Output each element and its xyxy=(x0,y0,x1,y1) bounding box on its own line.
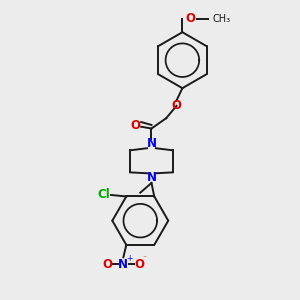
Text: O: O xyxy=(134,257,145,271)
Text: ⁻: ⁻ xyxy=(143,254,147,262)
Text: N: N xyxy=(146,137,157,150)
Text: O: O xyxy=(130,119,140,132)
Text: O: O xyxy=(102,257,112,271)
Text: CH₃: CH₃ xyxy=(213,14,231,24)
Text: +: + xyxy=(126,254,132,262)
Text: Cl: Cl xyxy=(98,188,111,202)
Text: O: O xyxy=(172,99,182,112)
Text: N: N xyxy=(146,171,157,184)
Text: N: N xyxy=(118,257,128,271)
Text: O: O xyxy=(186,13,196,26)
